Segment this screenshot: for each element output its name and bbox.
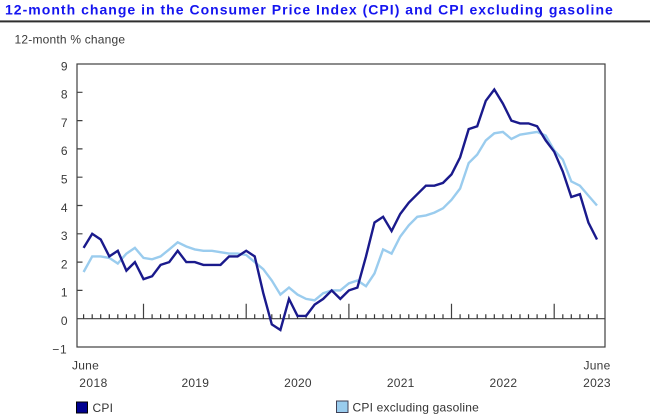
svg-text:3: 3: [61, 229, 68, 243]
svg-text:2022: 2022: [490, 376, 518, 390]
svg-text:−1: −1: [52, 342, 67, 356]
svg-text:2: 2: [61, 257, 68, 271]
svg-text:4: 4: [61, 201, 68, 215]
svg-text:0: 0: [61, 314, 68, 328]
svg-text:6: 6: [61, 144, 68, 158]
svg-text:5: 5: [61, 173, 68, 187]
svg-text:June: June: [583, 359, 610, 373]
svg-text:2020: 2020: [284, 376, 312, 390]
svg-text:2019: 2019: [181, 376, 209, 390]
svg-text:2018: 2018: [79, 376, 108, 390]
svg-text:June: June: [72, 359, 99, 373]
svg-text:CPI excluding gasoline: CPI excluding gasoline: [353, 401, 480, 415]
svg-text:12-month % change: 12-month % change: [15, 33, 126, 47]
svg-text:8: 8: [61, 88, 68, 102]
svg-text:CPI: CPI: [93, 401, 114, 415]
svg-text:1: 1: [61, 286, 68, 300]
svg-text:9: 9: [61, 59, 68, 73]
svg-text:7: 7: [61, 116, 68, 130]
svg-text:12-month change in the Consume: 12-month change in the Consumer Price In…: [5, 2, 614, 18]
svg-text:2023: 2023: [583, 376, 611, 390]
svg-text:2021: 2021: [387, 376, 415, 390]
